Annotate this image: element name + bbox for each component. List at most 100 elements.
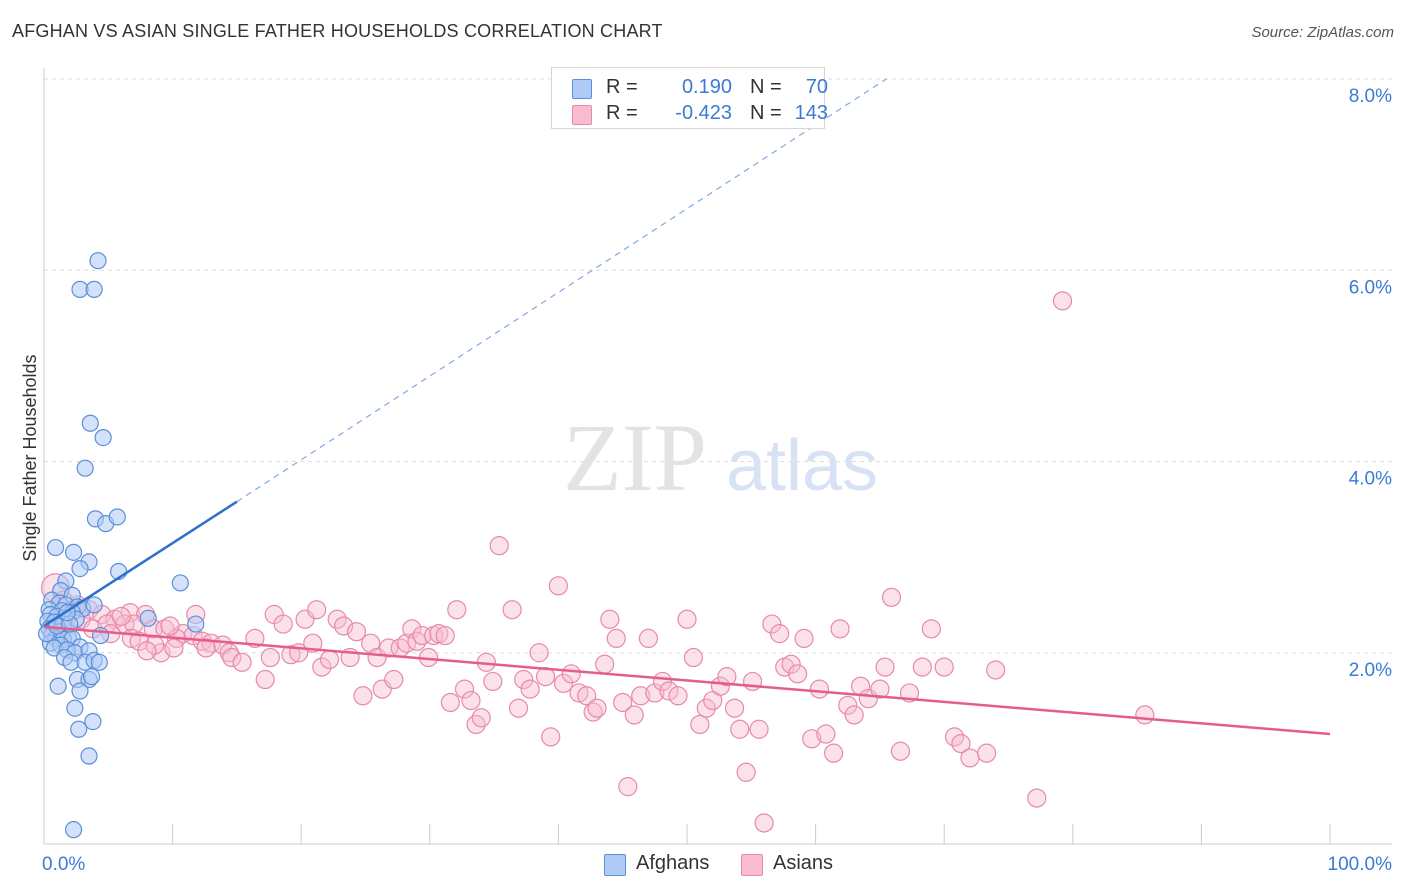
asians-point (595, 654, 615, 674)
asians-point (379, 638, 399, 658)
legend-n-value: 143 (794, 102, 828, 124)
asians-point (137, 641, 157, 661)
chart-title: AFGHAN VS ASIAN SINGLE FATHER HOUSEHOLDS… (12, 21, 663, 41)
trend-lines (43, 78, 1331, 736)
asians-point (1135, 705, 1155, 725)
afghans-point (85, 596, 103, 614)
y-tick-label: 8.0% (1349, 86, 1392, 107)
x-tick-label: 100.0% (1328, 854, 1393, 875)
afghans-point (80, 747, 98, 765)
asians-point (307, 600, 327, 620)
asians-point (890, 741, 911, 761)
asians-point (951, 733, 971, 754)
asians-point (717, 667, 737, 687)
asians-trend-line (43, 625, 1331, 736)
afghans-point (64, 543, 83, 561)
asians-point (520, 679, 540, 699)
asians-point (986, 660, 1006, 680)
asians-point (668, 686, 688, 706)
afghans-point (187, 615, 205, 633)
asians-points (40, 291, 1155, 833)
asians-point (809, 679, 830, 699)
afghans-point (139, 609, 157, 627)
asians-point (870, 679, 890, 699)
asians-point (569, 683, 589, 703)
asians-point (1052, 291, 1073, 311)
asians-point (769, 624, 790, 644)
asians-point (319, 649, 340, 670)
asians-point (844, 705, 864, 725)
asians-point (435, 625, 455, 646)
asians-point (638, 628, 659, 649)
asians-point (541, 727, 561, 747)
afghans-point (89, 252, 107, 270)
asians-point (353, 686, 373, 706)
asians-point (730, 719, 750, 739)
afghans-point (71, 682, 89, 700)
asians-point (881, 587, 902, 607)
asians-point (111, 606, 131, 627)
asians-point (151, 643, 171, 663)
asians-point (613, 692, 633, 713)
asians-point (802, 729, 822, 749)
legend-r-value: -0.423 (675, 102, 732, 124)
afghans-point (85, 280, 103, 298)
asians-point (645, 683, 665, 703)
asians-point (255, 669, 275, 690)
asians-point (762, 614, 782, 634)
asians-point (624, 705, 644, 725)
afghans-swatch (572, 79, 592, 99)
afghans-point (46, 538, 65, 557)
asians-point (164, 638, 184, 658)
asians-point (583, 702, 603, 722)
asians-point (600, 609, 620, 629)
axes (43, 68, 1392, 845)
asians-point (529, 643, 549, 663)
afghans-trend-line (43, 500, 238, 628)
asians-point (696, 698, 716, 718)
y-axis-label: Single Father Households (20, 354, 40, 561)
legend-r-value: 0.190 (681, 76, 732, 98)
afghans-legend-label: Afghans (636, 852, 710, 874)
asians-point (273, 614, 293, 634)
asians-point (754, 813, 774, 833)
asians-point (838, 695, 858, 715)
asians-point (440, 692, 460, 713)
asians-point (553, 673, 574, 693)
asians-point (587, 698, 607, 718)
asians-point (402, 619, 422, 639)
x-tick-label: 0.0% (42, 854, 85, 875)
asians-point (577, 686, 597, 706)
chart-source: Source: ZipAtlas.com (1251, 24, 1394, 41)
asians-point (260, 647, 280, 668)
asians-point (794, 628, 814, 649)
asians-point (502, 600, 522, 620)
asians-point (447, 600, 467, 620)
asians-point (407, 631, 427, 651)
asians-point (977, 743, 997, 763)
asians-point (921, 619, 941, 639)
asians-point (222, 647, 242, 668)
afghans-point (171, 574, 189, 592)
watermark: ZIP atlas (563, 404, 878, 511)
asians-swatch (572, 105, 592, 125)
asians-point (483, 671, 503, 692)
asians-point (346, 622, 367, 642)
asians-point (781, 654, 801, 674)
asians-point (129, 631, 149, 651)
asians-point (816, 724, 836, 744)
y-tick-label: 2.0% (1349, 660, 1392, 681)
afghans-point (82, 668, 101, 686)
legend-n-label: N = (750, 76, 782, 98)
tick-labels: 2.0% 4.0% 6.0% 8.0% 0.0% 100.0% (42, 86, 1392, 875)
afghans-point (66, 699, 84, 717)
afghans-point (70, 720, 88, 738)
afghans-point (90, 653, 108, 671)
legend-n-label: N = (750, 102, 782, 124)
asians-point (1027, 788, 1047, 808)
asians-point (281, 645, 301, 665)
asians-point (508, 698, 529, 718)
afghans-point (49, 677, 67, 695)
asians-point (960, 748, 980, 768)
